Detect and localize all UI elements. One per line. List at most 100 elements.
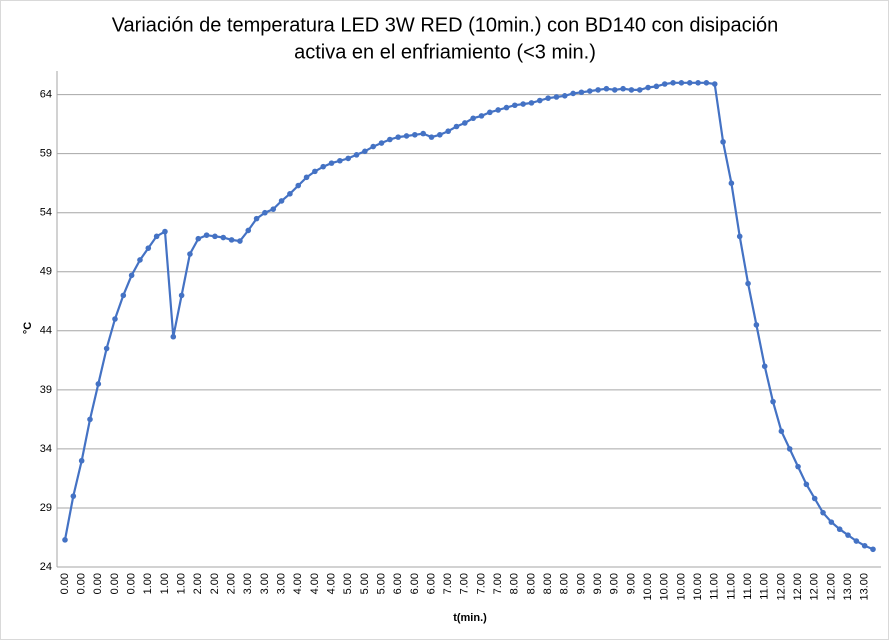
x-tick-label: 2.00 [209, 573, 221, 594]
data-point [611, 87, 618, 93]
x-tick-label: 5.00 [342, 573, 354, 594]
x-tick-label: 2.00 [192, 573, 204, 594]
x-tick-label: 3.00 [259, 573, 271, 594]
x-tick-label: 1.00 [176, 573, 188, 594]
data-point [853, 538, 860, 544]
chart-title: Variación de temperatura LED 3W RED (10m… [112, 14, 779, 36]
y-axis-label: °C [22, 322, 34, 334]
x-tick-label: 5.00 [359, 573, 371, 594]
data-point [636, 87, 643, 93]
x-tick-label: 0.00 [59, 573, 71, 594]
data-point [828, 519, 835, 525]
data-point [378, 140, 385, 146]
x-tick-label: 5.00 [375, 573, 387, 594]
x-tick-label: 3.00 [275, 573, 287, 594]
x-tick-label: 12.00 [775, 573, 787, 601]
data-point [128, 272, 135, 279]
data-point [70, 493, 77, 499]
data-point [78, 457, 85, 464]
x-axis-label: t(min.) [453, 612, 487, 624]
data-point [778, 428, 785, 434]
data-point [520, 101, 526, 107]
data-point [153, 233, 160, 240]
data-point [503, 104, 510, 111]
data-point [412, 131, 418, 138]
data-point [686, 80, 693, 86]
data-point [745, 280, 751, 287]
data-point [595, 87, 601, 93]
data-point [736, 233, 743, 240]
data-point [328, 160, 335, 166]
x-tick-label: 0.00 [126, 573, 138, 594]
x-tick-label: 10.00 [692, 573, 704, 601]
data-point [820, 509, 826, 516]
y-tick-label: 64 [40, 89, 52, 101]
data-point [695, 80, 701, 86]
data-point [120, 292, 127, 299]
data-point [703, 80, 710, 86]
x-tick-label: 12.00 [792, 573, 804, 601]
data-point [661, 81, 668, 87]
data-point [362, 148, 368, 155]
data-point [195, 235, 202, 242]
data-point [861, 542, 868, 549]
x-tick-label: 12.00 [825, 573, 837, 601]
data-point [545, 95, 551, 101]
data-point [170, 333, 177, 340]
x-tick-label: 11.00 [725, 573, 737, 600]
x-tick-label: 7.00 [492, 573, 504, 594]
data-point [337, 157, 343, 164]
data-point [811, 495, 818, 502]
data-point [403, 133, 410, 139]
x-tick-label: 7.00 [442, 573, 454, 594]
data-point [387, 136, 393, 143]
data-point [553, 94, 560, 100]
data-point [370, 143, 377, 150]
x-tick-label: 6.00 [392, 573, 404, 594]
data-point [753, 322, 760, 328]
x-tick-label: 1.00 [159, 573, 171, 594]
x-tick-label: 11.00 [709, 573, 721, 600]
data-point [462, 120, 468, 126]
data-point [145, 245, 152, 251]
data-point [603, 85, 610, 92]
data-point [470, 115, 476, 122]
data-point [870, 546, 876, 553]
y-tick-label: 29 [40, 502, 52, 514]
x-tick-label: 6.00 [409, 573, 421, 594]
data-point [645, 84, 651, 91]
data-point [262, 209, 268, 216]
data-point [537, 97, 543, 104]
x-tick-label: 7.00 [459, 573, 471, 594]
data-point [395, 134, 401, 140]
x-tick-label: 10.00 [675, 573, 687, 601]
data-point [670, 80, 676, 86]
x-tick-label: 9.00 [625, 573, 637, 594]
data-point [253, 215, 260, 222]
data-point [228, 237, 235, 243]
x-tick-label: 13.00 [842, 573, 854, 601]
data-point [345, 155, 352, 162]
data-point [112, 316, 118, 322]
data-point [178, 292, 185, 299]
x-tick-label: 4.00 [325, 573, 337, 594]
x-tick-label: 2.00 [226, 573, 238, 594]
data-point [428, 134, 435, 140]
data-point [761, 363, 768, 370]
x-tick-label: 11.00 [742, 573, 754, 600]
y-tick-label: 54 [40, 207, 52, 219]
data-point [628, 87, 635, 93]
x-tick-label: 11.00 [759, 573, 771, 600]
data-point [561, 93, 568, 99]
y-tick-label: 24 [40, 561, 52, 573]
x-tick-label: 10.00 [659, 573, 671, 601]
x-tick-label: 0.00 [109, 573, 121, 594]
x-tick-label: 12.00 [809, 573, 821, 601]
data-point [437, 131, 443, 138]
y-tick-label: 34 [40, 443, 52, 455]
data-point [303, 174, 310, 181]
data-point [487, 109, 493, 116]
data-point [245, 227, 252, 234]
